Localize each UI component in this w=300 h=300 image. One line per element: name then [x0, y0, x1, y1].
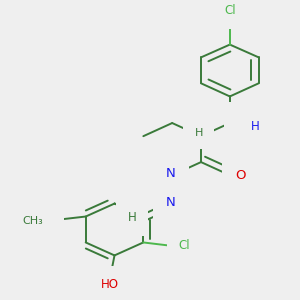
Text: O: O [236, 169, 246, 182]
Text: O: O [40, 214, 51, 227]
Text: H: H [157, 167, 166, 180]
Text: H: H [195, 128, 203, 138]
Text: HO: HO [101, 278, 119, 291]
Text: N: N [166, 196, 176, 209]
Text: H: H [128, 211, 136, 224]
Text: Cl: Cl [179, 239, 190, 252]
Text: Cl: Cl [224, 4, 236, 17]
Text: N: N [166, 167, 176, 180]
Text: H: H [251, 120, 260, 133]
Text: N: N [237, 115, 247, 128]
Text: CH₃: CH₃ [22, 216, 43, 226]
